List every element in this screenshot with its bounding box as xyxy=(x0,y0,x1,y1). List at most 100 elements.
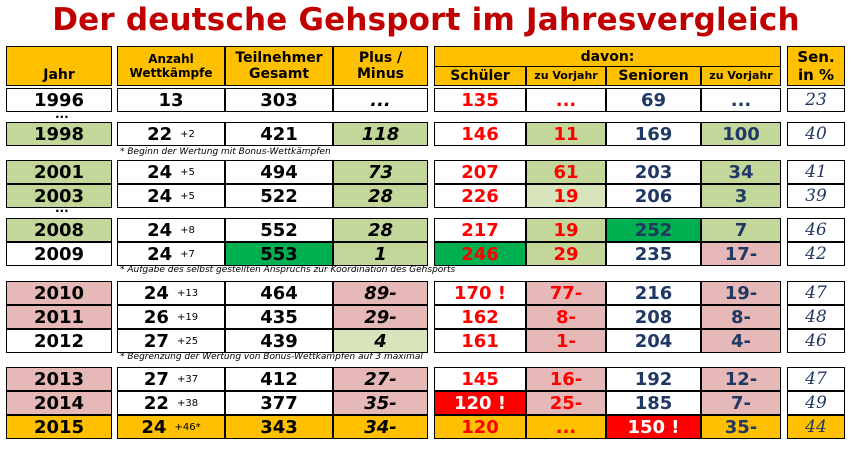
cell-value: 1998 xyxy=(33,123,85,145)
cell-value: 552 xyxy=(260,219,298,241)
table-cell-jahr: 2009 xyxy=(6,242,112,266)
cell-value: 8- xyxy=(556,306,576,328)
header-schueler-vorjahr-label: zu Vorjahr xyxy=(534,69,598,82)
cell-value: 41 xyxy=(805,162,827,182)
table-cell-s-vj: 61 xyxy=(526,160,606,184)
cell-value: 25- xyxy=(549,392,583,414)
cell-value: 192 xyxy=(634,368,673,390)
table-cell-s-vj: 29 xyxy=(526,242,606,266)
cell-value: 216 xyxy=(634,282,673,304)
table-cell-anzahl: 24 +5 xyxy=(117,160,225,184)
table-cell-s-vj: 77- xyxy=(526,281,606,305)
cell-value: ... xyxy=(370,89,391,111)
table-cell-anzahl: 13 xyxy=(117,88,225,112)
cell-value: ... xyxy=(555,416,577,438)
table-cell-jahr: 1998 xyxy=(6,122,112,146)
cell-value: 303 xyxy=(260,89,298,111)
table-cell-sen-vj: 17- xyxy=(701,242,781,266)
header-davon-label: davon: xyxy=(580,48,635,65)
table-cell-schueler: 146 xyxy=(434,122,526,146)
table-cell-senioren: 150 ! xyxy=(606,415,701,439)
table-cell-plusminus: 34- xyxy=(333,415,428,439)
table-cell-sen-vj: 19- xyxy=(701,281,781,305)
table-cell-jahr: 2001 xyxy=(6,160,112,184)
cell-value: 120 ! xyxy=(453,392,507,414)
cell-value: 19 xyxy=(553,185,579,207)
table-cell-senioren: 208 xyxy=(606,305,701,329)
bonus-count: +19 xyxy=(176,311,199,323)
table-cell-schueler: 162 xyxy=(434,305,526,329)
cell-value: 24 xyxy=(147,219,173,241)
table-cell-sen-pct: 46 xyxy=(787,329,845,353)
table-cell-anzahl: 22 +38 xyxy=(117,391,225,415)
table-cell-s-vj: 25- xyxy=(526,391,606,415)
table-cell-s-vj: 1- xyxy=(526,329,606,353)
table-cell-gesamt: 522 xyxy=(225,184,333,208)
table-cell-sen-vj: 8- xyxy=(701,305,781,329)
cell-value: 28 xyxy=(367,185,394,207)
cell-value: 47 xyxy=(805,283,827,303)
table-cell-sen-pct: 46 xyxy=(787,218,845,242)
cell-value: 439 xyxy=(260,330,298,352)
header-sen-line1: Sen. xyxy=(797,48,835,66)
table-cell-sen-pct: 41 xyxy=(787,160,845,184)
cell-value: 377 xyxy=(260,392,298,414)
table-cell-sen-vj: ... xyxy=(701,88,781,112)
cell-value: 26 xyxy=(143,306,169,328)
table-cell-anzahl: 24 +13 xyxy=(117,281,225,305)
cell-value: 22 xyxy=(143,392,169,414)
table-cell-jahr: 2008 xyxy=(6,218,112,242)
bonus-count: +37 xyxy=(176,373,199,385)
table-cell-plusminus: 35- xyxy=(333,391,428,415)
table-cell-plusminus: 1 xyxy=(333,242,428,266)
cell-value: 7- xyxy=(731,392,751,414)
table-cell-gesamt: 377 xyxy=(225,391,333,415)
table-cell-plusminus: 73 xyxy=(333,160,428,184)
table-cell-jahr: 2003 xyxy=(6,184,112,208)
cell-value: 206 xyxy=(634,185,673,207)
header-anzahl-line2: Wettkämpfe xyxy=(129,66,213,80)
cell-value: 203 xyxy=(634,161,673,183)
cell-value: 34 xyxy=(728,161,754,183)
table-cell-plusminus: 28 xyxy=(333,218,428,242)
cell-value: 185 xyxy=(634,392,673,414)
table-cell-sen-pct: 44 xyxy=(787,415,845,439)
cell-value: 118 xyxy=(361,123,400,145)
cell-value: 12- xyxy=(724,368,758,390)
bonus-count: +8 xyxy=(180,224,195,236)
table-cell-schueler: 226 xyxy=(434,184,526,208)
cell-value: 2015 xyxy=(33,416,85,438)
table-cell-sen-pct: 49 xyxy=(787,391,845,415)
cell-value: 4- xyxy=(731,330,751,352)
table-cell-jahr: 2013 xyxy=(6,367,112,391)
table-cell-gesamt: 412 xyxy=(225,367,333,391)
table-cell-anzahl: 27 +37 xyxy=(117,367,225,391)
cell-value: 61 xyxy=(553,161,579,183)
table-cell-schueler: 207 xyxy=(434,160,526,184)
table-cell-sen-pct: 23 xyxy=(787,88,845,112)
header-anzahl: Anzahl Wettkämpfe xyxy=(117,46,225,86)
cell-value: 8- xyxy=(731,306,751,328)
table-cell-gesamt: 553 xyxy=(225,242,333,266)
table-cell-plusminus: 4 xyxy=(333,329,428,353)
table-cell-senioren: 69 xyxy=(606,88,701,112)
table-cell-gesamt: 303 xyxy=(225,88,333,112)
header-senioren: Senioren xyxy=(606,66,701,86)
cell-value: 47 xyxy=(805,369,827,389)
table-cell-plusminus: 89- xyxy=(333,281,428,305)
cell-value: 464 xyxy=(260,282,298,304)
table-cell-gesamt: 343 xyxy=(225,415,333,439)
table-cell-anzahl: 24 +46* xyxy=(117,415,225,439)
cell-value: 2011 xyxy=(33,306,85,328)
cell-value: 27 xyxy=(143,368,169,390)
table-cell-jahr: 2012 xyxy=(6,329,112,353)
table-cell-gesamt: 494 xyxy=(225,160,333,184)
table-cell-sen-vj: 34 xyxy=(701,160,781,184)
table-cell-sen-vj: 4- xyxy=(701,329,781,353)
cell-value: 100 xyxy=(722,123,760,145)
cell-value: 1 xyxy=(374,243,387,265)
cell-value: 27 xyxy=(143,330,169,352)
cell-value: 2003 xyxy=(33,185,85,207)
note-bonus-start: * Beginn der Wertung mit Bonus-Wettkämpf… xyxy=(120,147,331,157)
cell-value: 42 xyxy=(805,244,827,264)
